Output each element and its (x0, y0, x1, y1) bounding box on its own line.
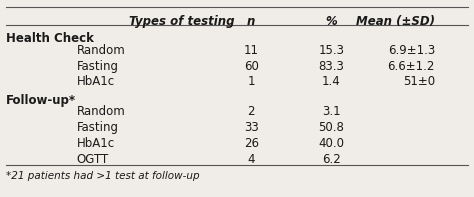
Text: 51±0: 51±0 (403, 75, 435, 88)
Text: 26: 26 (244, 137, 259, 150)
Text: 6.6±1.2: 6.6±1.2 (388, 59, 435, 72)
Text: HbA1c: HbA1c (77, 75, 115, 88)
Text: Random: Random (77, 44, 126, 57)
Text: 6.2: 6.2 (322, 153, 341, 166)
Text: *21 patients had >1 test at follow-up: *21 patients had >1 test at follow-up (6, 171, 200, 181)
Text: 6.9±1.3: 6.9±1.3 (388, 44, 435, 57)
Text: 1: 1 (247, 75, 255, 88)
Text: Mean (±SD): Mean (±SD) (356, 15, 435, 28)
Text: 33: 33 (244, 121, 258, 134)
Text: 2: 2 (247, 105, 255, 118)
Text: 40.0: 40.0 (318, 137, 344, 150)
Text: Follow-up*: Follow-up* (6, 94, 76, 107)
Text: 1.4: 1.4 (322, 75, 341, 88)
Text: Fasting: Fasting (77, 121, 119, 134)
Text: Types of testing: Types of testing (128, 15, 234, 28)
Text: 50.8: 50.8 (319, 121, 344, 134)
Text: Fasting: Fasting (77, 59, 119, 72)
Text: 60: 60 (244, 59, 259, 72)
Text: n: n (247, 15, 255, 28)
Text: 15.3: 15.3 (318, 44, 344, 57)
Text: Health Check: Health Check (6, 33, 94, 46)
Text: 3.1: 3.1 (322, 105, 340, 118)
Text: 4: 4 (247, 153, 255, 166)
Text: HbA1c: HbA1c (77, 137, 115, 150)
Text: 83.3: 83.3 (319, 59, 344, 72)
Text: %: % (325, 15, 337, 28)
Text: Random: Random (77, 105, 126, 118)
Text: 11: 11 (244, 44, 259, 57)
Text: OGTT: OGTT (77, 153, 109, 166)
